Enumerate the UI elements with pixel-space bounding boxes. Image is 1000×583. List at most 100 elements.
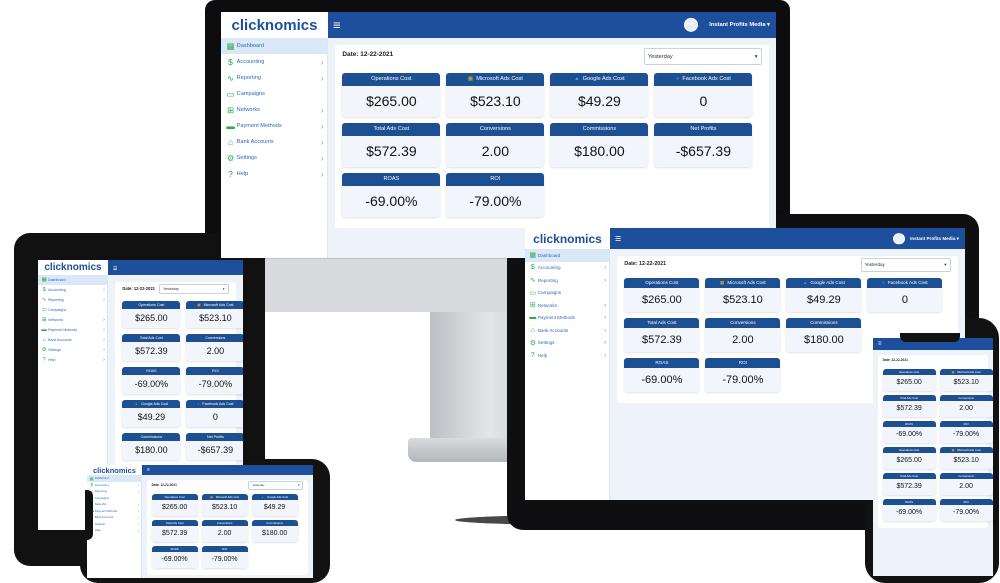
logo[interactable]: clicknomics: [38, 260, 108, 275]
metric-card-header: ROI: [939, 499, 993, 506]
metric-label: ROI: [212, 368, 219, 373]
sidebar-item-payment-methods[interactable]: ▬Payment Methods ›: [38, 325, 107, 335]
metric-card-ops: Operations Cost $265.00: [122, 300, 181, 328]
sidebar-item-help[interactable]: ?Help›: [87, 527, 141, 534]
metric-card-header: Total Ads Cost: [882, 395, 936, 402]
hamburger-menu-icon[interactable]: ≡: [333, 17, 341, 33]
sidebar-item-label: Help: [236, 171, 249, 177]
sidebar-item-reporting[interactable]: ∿ Reporting ›: [38, 295, 107, 305]
sidebar-item-reporting[interactable]: ∿ Reporting ›: [87, 488, 141, 495]
metric-value: $572.39: [641, 334, 682, 347]
metric-card-header: Conversions: [186, 333, 243, 342]
sidebar-item-settings[interactable]: ⚙Settings ›: [38, 345, 107, 355]
sidebar-item-accounting[interactable]: $ Accounting ›: [87, 482, 141, 489]
sidebar-item-dashboard[interactable]: ▦ Dashboard: [87, 475, 141, 482]
facebook-icon: ●: [197, 401, 200, 406]
sidebar-item-campaigns[interactable]: ▭Campaigns: [221, 86, 327, 102]
sidebar-item-label: Dashboard: [48, 278, 66, 282]
logo[interactable]: clicknomics: [87, 465, 142, 475]
sidebar-item-reporting[interactable]: ∿ Reporting ›: [221, 70, 327, 86]
sidebar-item-accounting[interactable]: $ Accounting ›: [525, 262, 609, 275]
sidebar-item-networks[interactable]: ⊞Networks ›: [525, 299, 609, 312]
metric-value: 0: [901, 294, 908, 307]
metric-label: Google Ads Cost: [266, 495, 288, 500]
date-label: Date: 12-22-2021: [122, 285, 155, 291]
metric-label: Operations Cost: [371, 75, 412, 82]
sidebar-item-campaigns[interactable]: ▭Campaigns: [525, 287, 609, 300]
sidebar-item-campaigns[interactable]: ▭Campaigns: [38, 305, 107, 315]
metric-value: $265.00: [366, 92, 417, 109]
sidebar-item-bank-accounts[interactable]: ⌂Bank Accounts ›: [525, 324, 609, 337]
chevron-down-icon: ▾: [754, 53, 758, 60]
sidebar-item-dashboard[interactable]: ▦ Dashboard: [221, 38, 327, 54]
chevron-right-icon: ›: [103, 317, 105, 323]
sidebar-item-label: Campaigns: [48, 308, 67, 312]
date-range-select[interactable]: Yesterday ▾: [860, 258, 951, 272]
sidebar-item-bank-accounts[interactable]: ⌂Bank Accounts ›: [38, 335, 107, 345]
sidebar-item-settings[interactable]: ⚙Settings ›: [525, 337, 609, 350]
hamburger-menu-icon[interactable]: ≡: [615, 232, 622, 245]
sidebar-item-help[interactable]: ?Help›: [38, 355, 107, 365]
metric-card-roi: ROI -79.00%: [186, 366, 243, 394]
metric-value: 2.00: [481, 142, 509, 159]
metric-card-header: ▲ Google Ads Cost: [550, 72, 649, 86]
sidebar-item-help[interactable]: ?Help›: [525, 349, 609, 362]
date-range-select[interactable]: Yesterday ▾: [159, 283, 229, 295]
date-range-select[interactable]: Yesterday ▾: [644, 48, 762, 66]
date-label: Date: 12-22-2021: [342, 51, 394, 59]
hamburger-menu-icon[interactable]: ≡: [878, 341, 882, 347]
microsoft-icon: ▦: [197, 302, 201, 307]
chevron-right-icon: ›: [604, 314, 607, 322]
metric-value: $49.29: [137, 411, 166, 422]
metric-card-header: Commissions: [786, 318, 862, 329]
metric-card-header: ROAS: [151, 546, 198, 553]
dollar-icon: $: [42, 287, 46, 293]
sidebar-item-help[interactable]: ?Help›: [221, 166, 327, 182]
chevron-right-icon: ›: [321, 137, 324, 147]
sidebar-item-dashboard[interactable]: ▦ Dashboard: [38, 275, 107, 285]
metric-value: -79.00%: [953, 509, 980, 517]
hamburger-menu-icon[interactable]: ≡: [113, 263, 118, 272]
sidebar-item-networks[interactable]: ⊞Networks ›: [221, 102, 327, 118]
sidebar-item-dashboard[interactable]: ▦ Dashboard: [525, 249, 609, 262]
sidebar-nav: ▦Dashboard$Accounting›∿Reporting›▭Campai…: [525, 249, 609, 362]
metric-card-header: ● Facebook Ads Cost: [654, 72, 753, 86]
sidebar-item-label: Help: [537, 352, 548, 358]
top-bar: ≡ Instant Profits Media ▾: [610, 228, 965, 249]
date-range-select[interactable]: Yesterday ▾: [248, 481, 304, 490]
sidebar-item-label: Payment Methods: [94, 508, 118, 513]
sidebar-item-bank-accounts[interactable]: ⌂Bank Accounts ›: [221, 134, 327, 150]
network-icon: ⊞: [227, 105, 235, 115]
bank-icon: ⌂: [42, 337, 46, 343]
logo[interactable]: clicknomics: [525, 228, 610, 249]
logo[interactable]: clicknomics: [221, 12, 328, 38]
metric-label: Conversions: [730, 320, 756, 326]
account-menu[interactable]: Instant Profits Media ▾: [709, 22, 770, 28]
sidebar-item-accounting[interactable]: $ Accounting ›: [221, 54, 327, 70]
sidebar-item-reporting[interactable]: ∿ Reporting ›: [525, 274, 609, 287]
metric-label: ROI: [738, 360, 747, 366]
metric-label: Microsoft Ads Cost: [727, 280, 766, 286]
metric-value: $265.00: [641, 294, 682, 307]
sidebar-item-payment-methods[interactable]: ▬Payment Methods ›: [221, 118, 327, 134]
sidebar-item-settings[interactable]: ⚙Settings ›: [221, 150, 327, 166]
sidebar-item-label: Accounting: [94, 482, 109, 487]
metric-card-header: ▦ Microsoft Ads Cost: [446, 72, 545, 86]
sidebar-item-networks[interactable]: ⊞Networks ›: [38, 315, 107, 325]
hamburger-menu-icon[interactable]: ≡: [147, 467, 150, 473]
sidebar-item-label: Networks: [48, 318, 64, 322]
sidebar-item-payment-methods[interactable]: ▬Payment Methods ›: [525, 312, 609, 325]
metric-card-roas: ROAS -69.00%: [122, 366, 181, 394]
trend-icon: ∿: [41, 297, 47, 303]
trend-icon: ∿: [529, 277, 536, 285]
metric-card-header: ROI: [201, 546, 248, 553]
chevron-down-icon: ▾: [222, 287, 225, 292]
account-menu[interactable]: Instant Profits Media ▾: [910, 235, 959, 241]
metric-label: Microsoft Ads Cost: [957, 370, 981, 375]
metric-label: Microsoft Ads Cost: [203, 302, 234, 307]
metric-label: Microsoft Ads Cost: [476, 75, 523, 82]
dollar-icon: $: [90, 482, 93, 488]
metric-label: ROAS: [146, 368, 157, 373]
sidebar-item-accounting[interactable]: $ Accounting ›: [38, 285, 107, 295]
metric-value: $49.29: [263, 504, 286, 512]
